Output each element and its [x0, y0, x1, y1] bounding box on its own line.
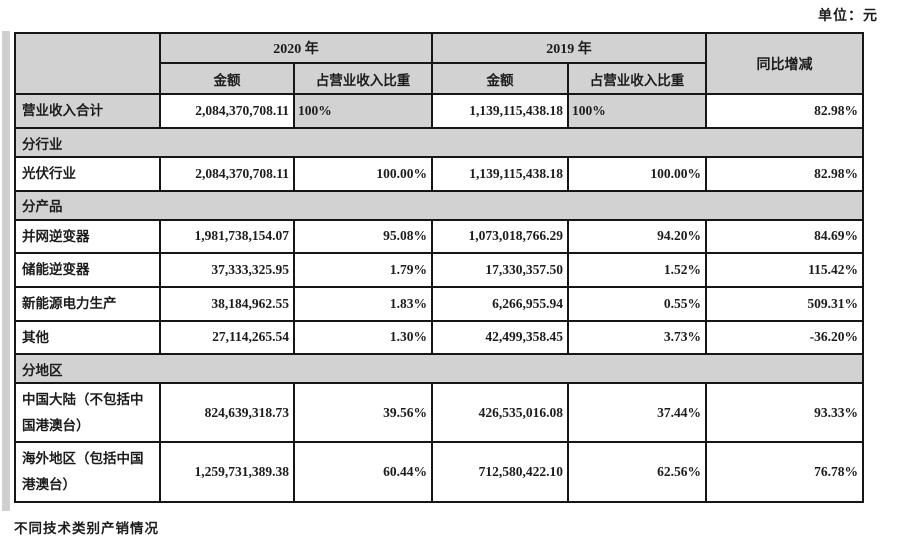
table-row: 新能源电力生产 38,184,962.55 1.83% 6,266,955.94 0.5…: [14, 285, 864, 322]
share-2019: 1.52%: [567, 252, 707, 288]
yoy-value: 84.69%: [705, 218, 864, 255]
section-row: 分产品: [14, 189, 864, 221]
section-label: 分产品: [14, 189, 864, 221]
amount-2019-header: 金额: [431, 62, 569, 95]
share-2019: 94.20%: [567, 218, 707, 255]
share-2019: 100.00%: [567, 156, 707, 192]
header-row-measures: 金额 占营业收入比重 金额 占营业收入比重: [15, 62, 863, 95]
amount-2019: 426,535,016.08: [431, 382, 569, 444]
share-2019: 3.73%: [567, 319, 707, 356]
year-2020-header: 2020 年: [159, 32, 433, 64]
amount-2020: 37,333,325.95: [159, 252, 295, 288]
share-2020: 39.56%: [293, 382, 433, 444]
amount-2020: 27,114,265.54: [159, 319, 295, 356]
share-2019: 0.55%: [567, 285, 707, 322]
yoy-value: 82.98%: [705, 156, 864, 192]
row-label: 中国大陆（不包括中国港澳台）: [14, 382, 161, 444]
table-row: 中国大陆（不包括中国港澳台） 824,639,318.73 39.56% 426,53…: [14, 382, 864, 444]
table-row: 并网逆变器 1,981,738,154.07 95.08% 1,073,018,766…: [14, 218, 864, 255]
share-2020: 60.44%: [293, 441, 433, 503]
page-edge-strip: [2, 31, 10, 511]
row-label: 其他: [14, 319, 161, 356]
footer-note: 不同技术类别产销情况: [14, 521, 159, 536]
share-2019-header: 占营业收入比重: [567, 62, 707, 95]
section-label: 分行业: [14, 127, 864, 158]
amount-2020: 1,981,738,154.07: [159, 218, 295, 255]
table-body: 营业收入合计 2,084,370,708.11 100% 1,139,115,438.…: [14, 93, 864, 503]
share-2020: 1.30%: [293, 319, 433, 356]
yoy-value: 82.98%: [705, 93, 864, 129]
header-row-years: 2020 年 2019 年 同比增减: [14, 32, 864, 95]
revenue-breakdown-table: 2020 年 2019 年 同比增减 金额 占营业收入比重 金额 占营业收入比重…: [14, 32, 864, 503]
share-2020-header: 占营业收入比重: [293, 62, 433, 95]
yoy-value: -36.20%: [705, 319, 864, 356]
amount-2019: 6,266,955.94: [431, 285, 569, 322]
share-2019: 37.44%: [567, 382, 707, 444]
section-label: 分地区: [14, 353, 864, 385]
row-label: 光伏行业: [14, 156, 161, 192]
table-row: 光伏行业 2,084,370,708.11 100.00% 1,139,115,438…: [14, 156, 864, 192]
amount-2020: 38,184,962.55: [159, 285, 295, 322]
amount-2020: 2,084,370,708.11: [159, 156, 295, 192]
table-row: 营业收入合计 2,084,370,708.11 100% 1,139,115,438.…: [14, 93, 864, 129]
unit-label: 单位：元: [818, 9, 878, 24]
table-row: 其他 27,114,265.54 1.30% 42,499,358.45 3.73% -3…: [14, 319, 864, 356]
table-row: 海外地区（包括中国港澳台） 1,259,731,389.38 60.44% 712,5…: [14, 441, 864, 503]
year-2019-header: 2019 年: [431, 32, 707, 64]
yoy-value: 93.33%: [705, 382, 864, 444]
row-label: 海外地区（包括中国港澳台）: [14, 441, 161, 503]
yoy-header: 同比增减: [705, 32, 864, 95]
amount-2019: 42,499,358.45: [431, 319, 569, 356]
section-row: 分地区: [14, 353, 864, 385]
share-2020: 100.00%: [293, 156, 433, 192]
amount-2020: 2,084,370,708.11: [159, 93, 295, 129]
share-2020: 95.08%: [293, 218, 433, 255]
amount-2019: 17,330,357.50: [431, 252, 569, 288]
amount-2020: 1,259,731,389.38: [159, 441, 295, 503]
amount-2019: 1,139,115,438.18: [431, 156, 569, 192]
section-row: 分行业: [14, 127, 864, 158]
amount-2019: 1,073,018,766.29: [431, 218, 569, 255]
share-2020: 100%: [293, 93, 433, 129]
row-label: 新能源电力生产: [14, 285, 161, 322]
row-label: 储能逆变器: [14, 252, 161, 288]
yoy-value: 76.78%: [705, 441, 864, 503]
corner-cell: [14, 32, 161, 95]
yoy-value: 509.31%: [705, 285, 864, 322]
table-row: 储能逆变器 37,333,325.95 1.79% 17,330,357.50 1.52…: [14, 252, 864, 288]
row-label: 并网逆变器: [14, 218, 161, 255]
amount-2019: 712,580,422.10: [431, 441, 569, 503]
amount-2020: 824,639,318.73: [159, 382, 295, 444]
amount-2019: 1,139,115,438.18: [431, 93, 569, 129]
share-2020: 1.79%: [293, 252, 433, 288]
share-2020: 1.83%: [293, 285, 433, 322]
share-2019: 62.56%: [567, 441, 707, 503]
row-label: 营业收入合计: [14, 93, 161, 129]
amount-2020-header: 金额: [159, 62, 295, 95]
yoy-value: 115.42%: [705, 252, 864, 288]
share-2019: 100%: [567, 93, 707, 129]
